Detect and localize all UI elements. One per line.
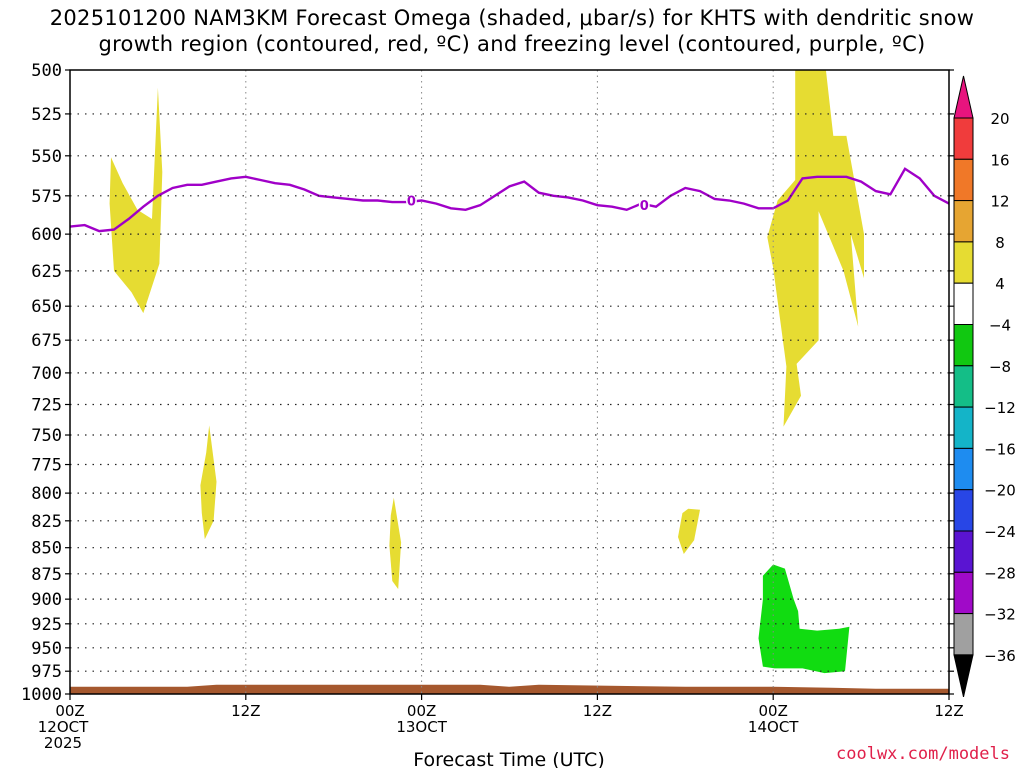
freezing-level-label: 0 [640,199,649,214]
y-tick-label: 600 [31,225,62,245]
freezing-level-line [69,167,950,233]
freezing-level-label: 0 [407,195,416,210]
y-tick-label: 675 [31,331,62,351]
colorbar-label: −16 [984,440,1016,458]
colorbar-segment [953,530,974,573]
omega-shaded-region [109,87,163,314]
colorbar-segment [953,406,974,449]
colorbar-label: 4 [995,275,1005,293]
y-tick-label: 925 [31,615,62,635]
colorbar-segment [953,200,974,243]
x-tick-label: 00Z [407,702,436,720]
colorbar-segment [953,158,974,202]
omega-shaded-region [767,70,864,427]
y-tick-label: 650 [31,297,62,317]
y-tick-label: 1000 [21,685,62,705]
y-tick-label: 950 [31,639,62,659]
colorbar-top-triangle [953,75,974,119]
x-tick-label: 13OCT [396,718,447,736]
colorbar-bottom-triangle [953,654,974,698]
y-tick-label: 875 [31,565,62,585]
x-tick-label: 12OCT [38,718,89,736]
y-tick-label: 700 [31,364,62,384]
colorbar-segment [953,489,974,532]
colorbar-segment [953,613,974,656]
colorbar-segment [953,117,974,160]
omega-shaded-region [389,497,402,590]
x-tick-label: 00Z [759,702,788,720]
colorbar-label: 16 [990,151,1009,169]
colorbar-segment [953,282,974,326]
x-axis-label: Forecast Time (UTC) [413,749,604,768]
x-tick-label: 12Z [934,702,963,720]
x-tick-label: 12Z [583,702,612,720]
y-tick-label: 625 [31,262,62,282]
y-tick-label: 800 [31,484,62,504]
colorbar-label: −20 [984,482,1016,500]
colorbar-segment [953,571,974,615]
omega-shaded-region [758,564,850,674]
x-tick-label: 2025 [44,734,82,752]
plot-frame [69,69,950,695]
colorbar-label: −4 [989,317,1011,335]
colorbar-label: 12 [990,193,1009,211]
y-tick-label: 775 [31,456,62,476]
terrain-band [70,684,949,694]
x-tick-label: 00Z [55,702,84,720]
colorbar-segment [953,241,974,284]
y-tick-label: 575 [31,187,62,207]
y-tick-label: 550 [31,147,62,167]
omega-shaded-region [200,425,217,540]
colorbar-segment [953,324,974,367]
colorbar-label: −28 [984,564,1016,582]
colorbar-label: −8 [989,358,1011,376]
y-tick-label: 850 [31,539,62,559]
y-tick-label: 750 [31,426,62,446]
x-tick-label: 12Z [231,702,260,720]
colorbar-label: 8 [995,234,1005,252]
y-tick-label: 825 [31,512,62,532]
chart-title-line-1: 2025101200 NAM3KM Forecast Omega (shaded… [49,6,975,30]
omega-shaded-region [678,508,700,554]
y-tick-label: 725 [31,395,62,415]
colorbar-label: −12 [984,399,1016,417]
colorbar-label: 20 [990,110,1009,128]
colorbar-label: −24 [984,523,1016,541]
y-tick-label: 900 [31,590,62,610]
y-tick-label: 525 [31,105,62,125]
colorbar-segment [953,447,974,491]
colorbar-label: −32 [984,606,1016,624]
source-credit: coolwx.com/models [836,744,1010,764]
chart-title-line-2: growth region (contoured, red, ºC) and f… [98,32,926,56]
x-tick-label: 14OCT [748,718,799,736]
y-tick-label: 975 [31,662,62,682]
colorbar-segment [953,365,974,408]
y-tick-label: 500 [31,61,62,81]
colorbar-label: −36 [984,647,1016,665]
